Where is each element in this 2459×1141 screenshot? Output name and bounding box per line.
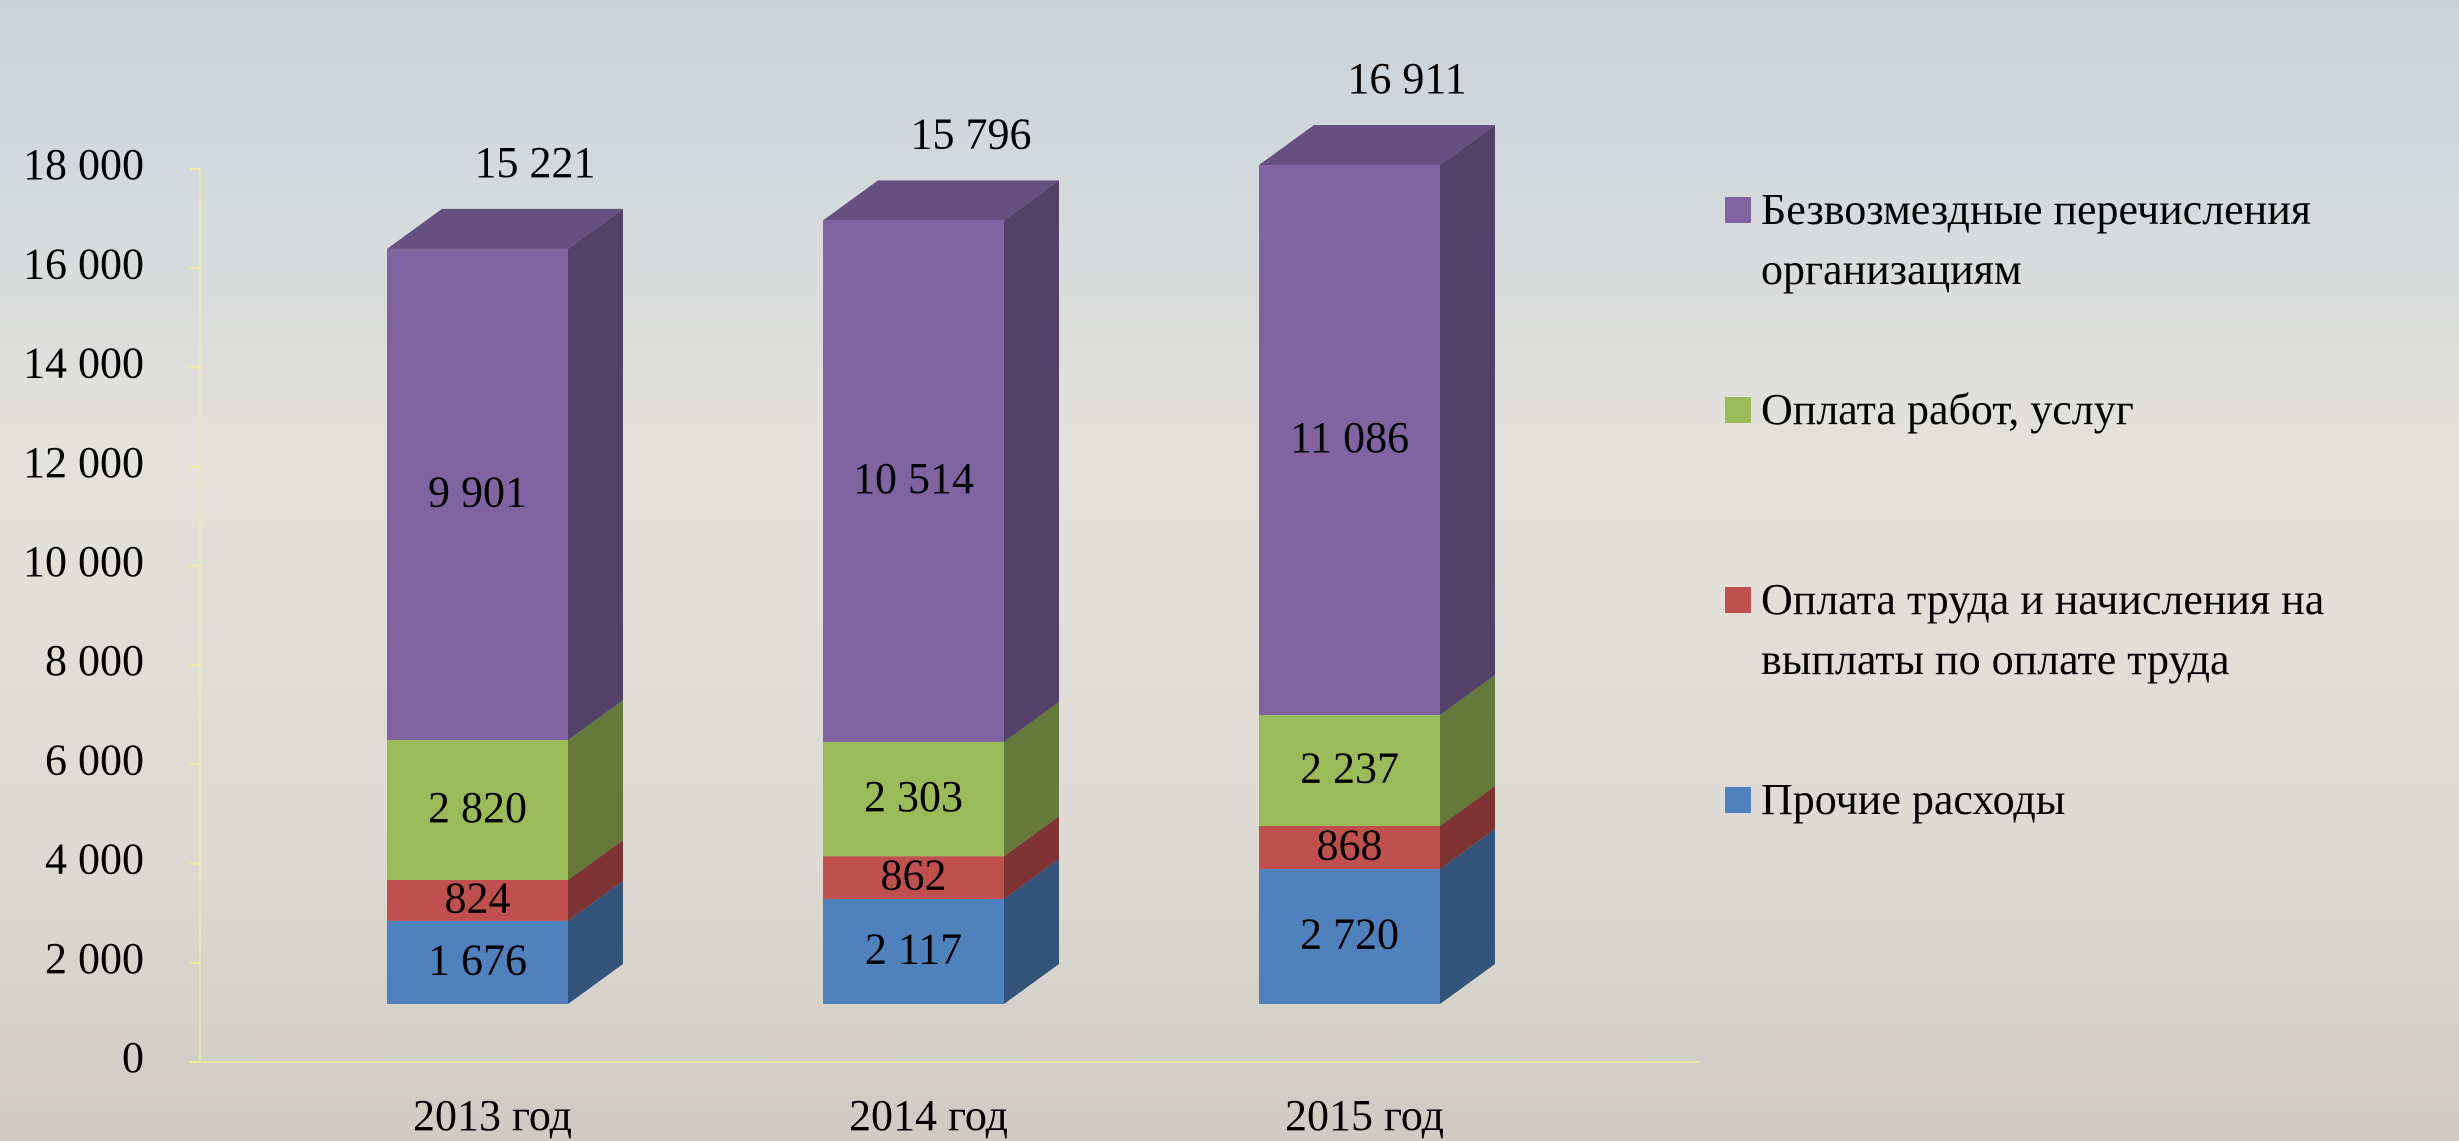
legend-swatch <box>1725 787 1751 813</box>
legend-label: Оплата работ, услуг <box>1761 385 2134 434</box>
bar-side <box>1440 675 1495 826</box>
legend-item: Безвозмездные перечисления организациям <box>1725 180 2455 300</box>
data-label: 2 820 <box>428 783 527 832</box>
bar-side <box>568 700 623 880</box>
y-tick-label: 10 000 <box>23 537 144 586</box>
total-label: 15 221 <box>475 138 596 187</box>
bar-segment <box>823 898 1004 1004</box>
data-label: 2 117 <box>865 925 962 974</box>
bar-side <box>568 880 623 1004</box>
legend-item: Прочие расходы <box>1725 770 2065 830</box>
legend-label: Безвозмездные перечисления организациям <box>1761 185 2311 294</box>
bar-side <box>568 839 623 921</box>
bar-segment <box>823 741 1004 857</box>
y-tick-label: 8 000 <box>45 636 144 685</box>
bar-side <box>1004 180 1059 742</box>
bar-top <box>823 180 1059 221</box>
bar-segment <box>1259 869 1440 1004</box>
legend-item: Оплата труда и начисления на выплаты по … <box>1725 570 2455 690</box>
legend-swatch <box>1725 397 1751 423</box>
bar-segment <box>1259 165 1440 716</box>
data-label: 862 <box>881 851 947 900</box>
bar-side <box>1004 858 1059 1004</box>
bar-side <box>568 208 623 741</box>
bar-top <box>387 208 623 249</box>
legend-swatch <box>1725 587 1751 613</box>
y-tick-label: 14 000 <box>23 339 144 388</box>
bar-segment <box>823 220 1004 742</box>
y-tick-label: 0 <box>122 1033 144 1082</box>
y-tick-label: 2 000 <box>45 934 144 983</box>
legend-label: Оплата труда и начисления на выплаты по … <box>1761 575 2325 684</box>
bar-side <box>1440 829 1495 1004</box>
axis-frame <box>199 169 1700 1063</box>
bar-segment <box>387 248 568 741</box>
data-label: 868 <box>1317 821 1383 870</box>
x-tick-label: 2015 год <box>1285 1091 1444 1140</box>
bar-segment <box>1259 825 1440 870</box>
total-label: 16 911 <box>1347 54 1466 103</box>
bar-side <box>1004 816 1059 899</box>
bar-segment <box>1259 715 1440 826</box>
legend-swatch <box>1725 197 1751 223</box>
y-tick-label: 4 000 <box>45 835 144 884</box>
x-tick-label: 2013 год <box>413 1091 572 1140</box>
y-tick-label: 16 000 <box>23 239 144 288</box>
bar-side <box>1440 125 1495 716</box>
bar-side <box>1004 701 1059 857</box>
y-tick-label: 6 000 <box>45 735 144 784</box>
bar-segment <box>387 879 568 921</box>
data-label: 11 086 <box>1290 413 1409 462</box>
bar-segment <box>387 740 568 880</box>
bar-segment <box>387 920 568 1004</box>
data-label: 1 676 <box>428 936 527 985</box>
data-label: 2 237 <box>1300 744 1399 793</box>
data-label: 10 514 <box>853 454 974 503</box>
legend-label: Прочие расходы <box>1761 775 2066 824</box>
bar-segment <box>823 856 1004 899</box>
data-label: 2 720 <box>1300 910 1399 959</box>
y-tick-label: 12 000 <box>23 438 144 487</box>
total-label: 15 796 <box>911 109 1032 158</box>
bar-top <box>1259 125 1495 166</box>
data-label: 9 901 <box>428 468 527 517</box>
bar-side <box>1440 785 1495 870</box>
data-label: 824 <box>445 874 511 923</box>
y-tick-label: 18 000 <box>23 140 144 189</box>
data-label: 2 303 <box>864 772 963 821</box>
x-tick-label: 2014 год <box>849 1091 1008 1140</box>
legend-item: Оплата работ, услуг <box>1725 380 2134 440</box>
